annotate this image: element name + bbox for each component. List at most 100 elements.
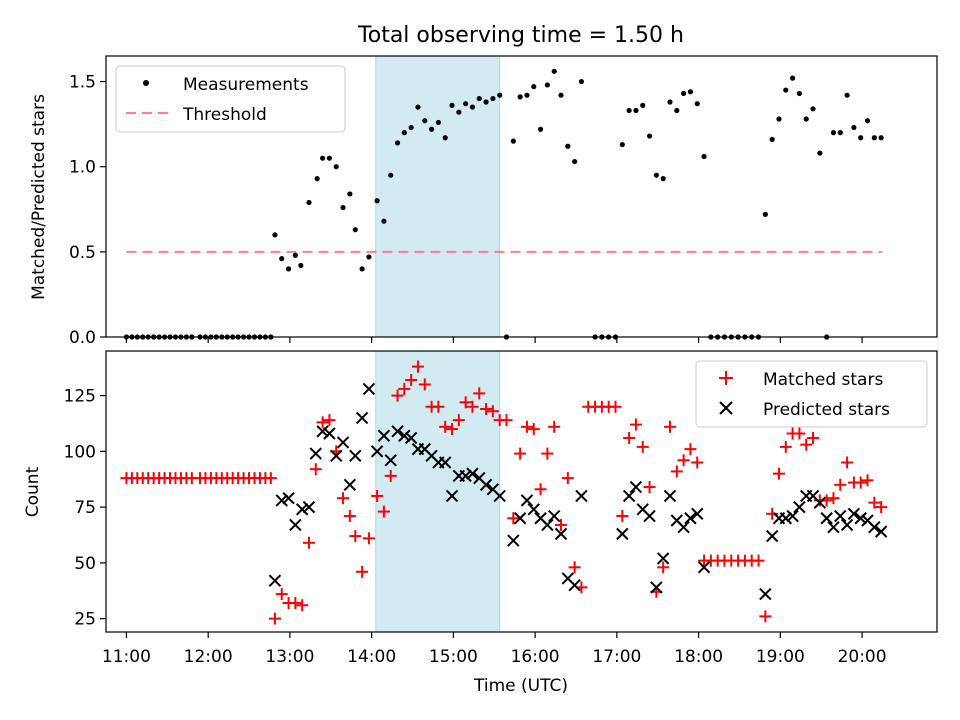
matched-point xyxy=(432,400,445,413)
measurement-point xyxy=(633,107,639,114)
measurement-point xyxy=(442,135,448,141)
matched-point xyxy=(677,454,690,467)
measurement-point xyxy=(483,99,489,105)
measurement-point xyxy=(660,176,666,182)
x-tick-label: 12:00 xyxy=(184,647,233,667)
predicted-point xyxy=(575,489,588,503)
predicted-point xyxy=(377,429,391,442)
x-tick-label: 16:00 xyxy=(511,647,560,667)
predicted-point xyxy=(697,561,711,574)
matched-point xyxy=(861,474,874,487)
predicted-point xyxy=(391,425,404,438)
measurement-point xyxy=(803,116,809,122)
measurement-point xyxy=(851,124,857,131)
matched-point xyxy=(854,476,867,489)
measurement-point xyxy=(762,211,768,217)
measurement-point xyxy=(646,133,653,139)
predicted-point xyxy=(656,552,670,565)
matched-point xyxy=(623,431,636,444)
predicted-point xyxy=(398,429,411,442)
matched-point xyxy=(371,489,384,502)
measurement-point xyxy=(490,95,496,102)
predicted-point xyxy=(813,496,827,509)
matched-point xyxy=(800,438,813,451)
legend-measurements-label: Measurements xyxy=(183,75,309,95)
top-y-tick-label: 0.5 xyxy=(69,243,96,263)
measurement-point xyxy=(565,143,571,149)
top-y-tick-label: 0.0 xyxy=(69,328,96,348)
measurement-point xyxy=(871,135,877,141)
predicted-point xyxy=(827,520,840,534)
measurement-point xyxy=(497,92,503,98)
matched-point xyxy=(452,414,465,427)
measurement-point xyxy=(674,107,680,114)
matched-point xyxy=(691,456,704,469)
legend-measurements-marker xyxy=(143,80,149,86)
predicted-point xyxy=(479,478,493,492)
predicted-point xyxy=(330,449,343,463)
matched-point xyxy=(684,443,697,456)
matched-point xyxy=(670,465,683,478)
predicted-point xyxy=(820,512,833,525)
top-x-ticks xyxy=(125,337,863,343)
predicted-point xyxy=(568,578,581,592)
measurement-point xyxy=(374,198,380,204)
top-highlight-band xyxy=(375,55,501,338)
top-y-tick-label: 1.0 xyxy=(69,158,96,178)
measurement-point xyxy=(435,119,441,126)
measurement-point xyxy=(789,75,796,81)
predicted-point xyxy=(874,525,888,538)
measurement-point xyxy=(347,191,353,197)
measurement-point xyxy=(333,164,339,170)
top-y-ticks: 0.0 0.5 1.0 1.5 xyxy=(69,73,106,348)
matched-point xyxy=(520,420,533,433)
x-tick-label: 17:00 xyxy=(592,647,641,667)
matched-point xyxy=(309,463,322,476)
matched-point xyxy=(405,373,418,386)
measurement-point xyxy=(320,155,326,161)
measurement-point xyxy=(578,78,585,85)
legend-predicted-label: Predicted stars xyxy=(763,400,890,420)
x-tick-label: 14:00 xyxy=(347,647,396,667)
measurement-point xyxy=(769,136,775,143)
x-tick-label: 20:00 xyxy=(838,647,887,667)
top-y-tick-label: 1.5 xyxy=(69,73,96,93)
x-axis-label: Time (UTC) xyxy=(473,676,568,696)
measurement-point xyxy=(476,95,482,102)
measurement-point xyxy=(817,150,823,156)
measurement-point xyxy=(422,118,428,124)
measurement-point xyxy=(272,232,278,238)
measurement-point xyxy=(810,106,816,112)
predicted-point xyxy=(289,518,302,532)
matched-point xyxy=(507,512,520,525)
measurement-point xyxy=(776,116,782,122)
matched-point xyxy=(609,400,622,413)
top-y-axis-label: Matched/Predicted stars xyxy=(29,94,49,300)
matched-point xyxy=(459,396,472,409)
predicted-point xyxy=(370,445,384,458)
top-panel: 0.0 0.5 1.0 1.5 Matched/Predicted stars Mea… xyxy=(29,55,938,348)
matched-point xyxy=(275,588,288,601)
measurement-point xyxy=(537,126,544,132)
matched-point xyxy=(466,400,479,413)
matched-point xyxy=(391,389,404,402)
predicted-point xyxy=(275,494,288,507)
matched-point xyxy=(534,483,547,496)
bottom-plot-frame xyxy=(105,350,938,633)
predicted-point xyxy=(547,509,561,523)
measurement-point xyxy=(463,101,469,107)
matched-point xyxy=(398,382,411,395)
predicted-point xyxy=(616,527,629,541)
predicted-point xyxy=(439,456,452,469)
matched-point xyxy=(807,431,820,444)
bottom-panel: 25 50 75 100 125 11:00 12:00 13:00 14:00 15:00 16… xyxy=(23,350,938,696)
top-legend-box xyxy=(115,65,346,133)
matched-point xyxy=(264,472,277,485)
matched-point xyxy=(663,420,676,433)
predicted-point xyxy=(336,436,350,449)
bottom-legend-box xyxy=(695,360,928,428)
predicted-point xyxy=(650,581,663,594)
predicted-point xyxy=(629,480,643,494)
predicted-point xyxy=(759,587,772,601)
bottom-x-ticks: 11:00 12:00 13:00 14:00 15:00 16:00 17:00 18:00… xyxy=(102,632,887,667)
